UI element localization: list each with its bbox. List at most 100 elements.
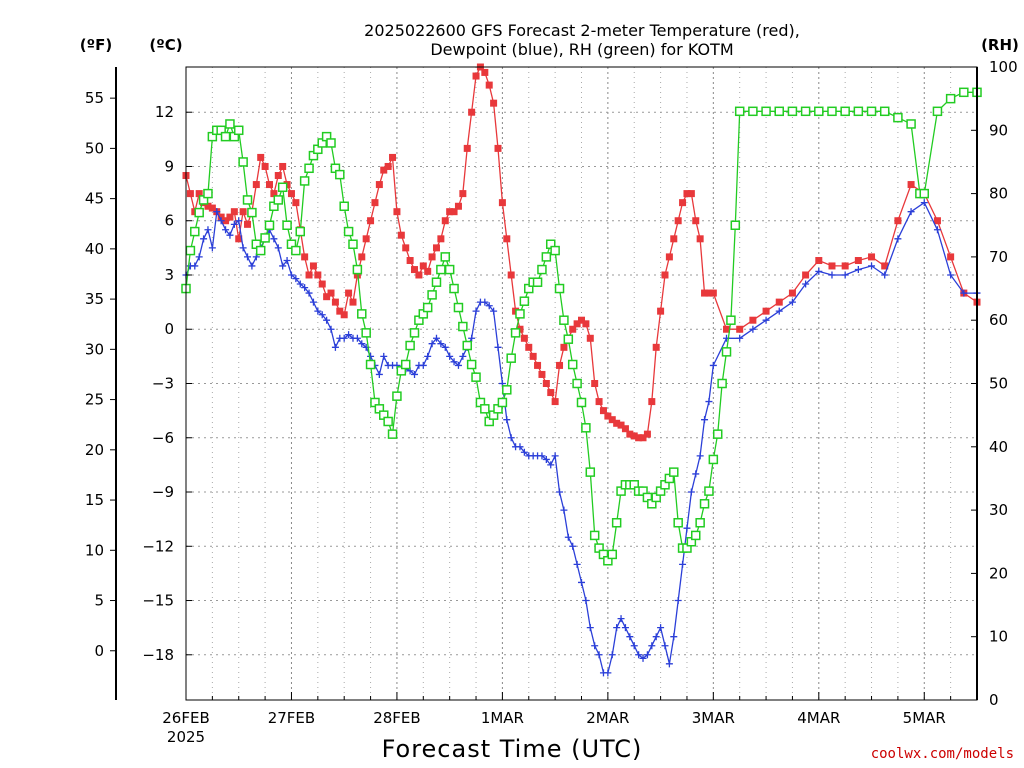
dewpoint-point [679,560,687,568]
temperature-point [569,325,577,333]
rh-point [959,87,969,98]
dewpoint-point [314,307,322,315]
rh-point [220,131,231,142]
rh-point [458,321,468,332]
rh-point [466,359,477,370]
temperature-point [635,434,643,442]
rh-point [273,195,284,205]
rh-point [541,252,552,262]
chart-title-line-2: Dewpoint (blue), RH (green) for KOTM [430,40,733,59]
temperature-point [375,181,383,189]
temperature-point [674,217,682,225]
temperature-point [947,253,955,261]
temperature-point [331,298,339,306]
rh-point [335,169,345,180]
temperature-point [450,208,458,216]
dewpoint-point [815,267,823,275]
temperature-point [287,190,295,198]
temperature-point [621,425,629,433]
temperature-point [217,213,225,221]
dewpoint-point [494,343,502,351]
dewpoint-point [208,244,216,252]
dewpoint-point [507,434,515,442]
rh-point [348,239,358,249]
dewpoint-point [204,226,212,234]
rh-point [339,201,349,212]
axes: 129630−3−6−9−12−15−185550454035302520151… [85,58,1018,746]
rh-point [304,163,314,174]
dewpoint-point [230,220,238,228]
temperature-point [336,307,344,315]
temperature-point [274,172,282,180]
dewpoint-point [692,470,700,478]
dewpoint-point [661,642,669,650]
dewpoint-point [437,340,445,348]
rh-point [462,340,472,351]
temperature-point [415,271,423,279]
dewpoint-point [283,257,291,265]
rh-point [699,499,710,509]
dewpoint-point [665,660,673,668]
dewpoint-point [920,199,928,207]
rh-point [669,467,679,477]
temperature-point [705,289,713,297]
x-tick-label: 3MAR [692,709,735,727]
rh-point [748,106,758,117]
fahrenheit-unit-label: (ºF) [80,36,112,54]
rh-point [879,106,890,117]
dewpoint-point [367,352,375,360]
temperature-point [573,320,581,328]
dewpoint-point [828,271,836,279]
x-axis-label: Forecast Time (UTC) [382,735,643,763]
rh-point [194,207,204,218]
dewpoint-point [788,298,796,306]
rh-point [814,106,824,117]
dewpoint-point [468,334,476,342]
temperature-point [380,166,388,174]
temperature-point [701,289,709,297]
dewpoint-point [292,275,300,283]
rh-point [800,106,811,117]
temperature-point [397,231,405,239]
dewpoint-point [450,358,458,366]
dewpoint-point [222,226,230,234]
rh-point [383,416,393,427]
dewpoint-point [244,253,252,261]
temperature-point [551,398,559,406]
dewpoint-point [560,506,568,514]
celsius-tick-label: −15 [142,592,174,610]
celsius-tick-label: 9 [164,157,174,175]
rh-point [787,106,798,117]
rh-point [427,290,437,300]
dewpoint-point [604,669,612,677]
temperature-point [661,271,669,279]
rh-point [436,264,446,275]
temperature-point [525,343,533,351]
dewpoint-point [287,271,295,279]
rh-point [532,277,543,287]
dewpoint-point [582,597,590,605]
temperature-point [586,334,594,342]
dewpoint-point [226,231,234,239]
temperature-point [472,72,480,80]
rh-tick-label: 60 [989,311,1008,329]
x-tick-sublabel: 2025 [167,728,205,746]
rh-point [422,302,433,313]
dewpoint-point [762,316,770,324]
rh-point [225,119,235,129]
fahrenheit-tick-label: 45 [85,190,104,208]
dewpoint-series [182,199,981,677]
rh-point [352,264,363,275]
celsius-tick-label: −3 [152,375,174,393]
temperature-point [327,289,335,297]
rh-tick-label: 40 [989,438,1008,456]
rh-point [264,220,275,230]
rh-point [242,195,253,205]
temperature-point [261,162,269,170]
credit-text: coolwx.com/models [871,746,1014,762]
dewpoint-point [538,452,546,460]
rh-point [721,347,732,357]
rh-point [247,207,257,218]
dewpoint-point [279,262,287,270]
temperature-point [195,190,203,198]
